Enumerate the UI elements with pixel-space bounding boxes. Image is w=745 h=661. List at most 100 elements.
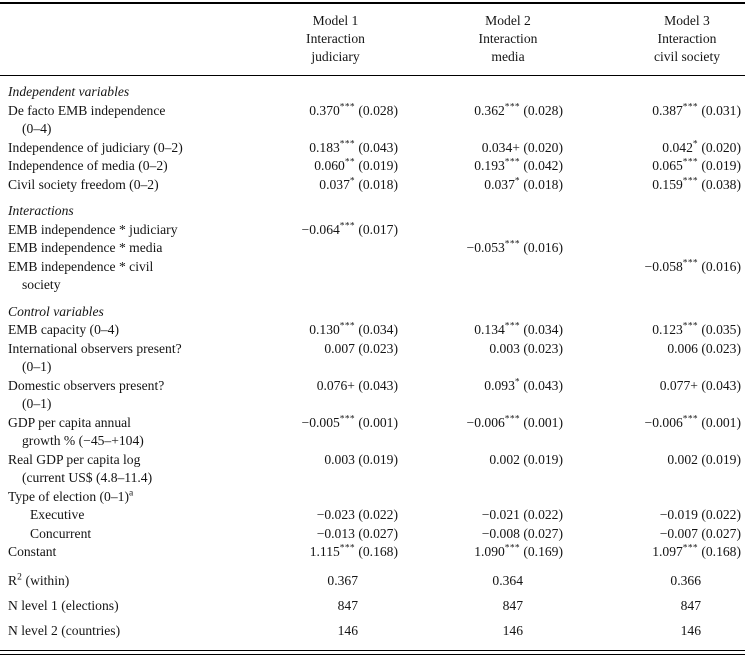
model2-line1: Model 2 [485, 13, 531, 28]
row-label: EMB independence * judiciary [8, 221, 178, 237]
coef-m2: 0.193*** (0.042) [474, 157, 563, 173]
coef-m1: 0.370*** (0.028) [309, 101, 398, 118]
table-header: Model 1 Interaction judiciary Model 2 In… [0, 4, 745, 75]
coef-m2: 0.037* (0.018) [484, 175, 563, 192]
coef-m1: −0.005*** (0.001) [301, 413, 398, 430]
row-label-cont: (0–1) [22, 396, 52, 411]
coef-m2: 0.093* (0.043) [484, 376, 563, 393]
coef-m3: −0.007 (0.027) [659, 525, 741, 541]
row-type-of-election: Type of election (0–1)a [0, 488, 745, 507]
row-label: De facto EMB independence [8, 102, 166, 118]
header-model-2: Model 2 Interaction media [413, 12, 603, 66]
row-interaction-judiciary: EMB independence * judiciary −0.064*** (… [0, 221, 745, 240]
coef-m2: 1.090*** (0.169) [474, 543, 563, 559]
row-n-level-1: N level 1 (elections) 847 847 847 [0, 593, 745, 618]
row-label: EMB capacity (0–4) [8, 322, 119, 337]
coef-m1: 0.076+ (0.043) [316, 377, 398, 393]
coef-m1: −0.064*** (0.017) [301, 220, 398, 237]
row-concurrent: Concurrent −0.013 (0.027) −0.008 (0.027)… [0, 525, 745, 544]
coef-m3: 0.042* (0.020) [662, 138, 741, 155]
stat-m3: 847 [680, 597, 701, 613]
row-executive: Executive −0.023 (0.022) −0.021 (0.022) … [0, 506, 745, 525]
row-emb-capacity: EMB capacity (0–4) 0.130*** (0.034) 0.13… [0, 321, 745, 340]
coef-m2: −0.053*** (0.016) [466, 239, 563, 255]
row-constant: Constant 1.115*** (0.168) 1.090*** (0.16… [0, 543, 745, 562]
model3-line3: civil society [653, 49, 721, 64]
row-label: N level 1 (elections) [8, 597, 119, 613]
row-gdp-growth: GDP per capita annual growth % (−45–+104… [0, 414, 745, 451]
section-label: Independent variables [8, 84, 130, 99]
row-label: Independence of media (0–2) [8, 158, 168, 173]
row-label-cont: (current US$ (4.8–11.4) [22, 470, 153, 485]
coef-m3: 0.387*** (0.031) [652, 101, 741, 118]
row-label-suffix: (within) [22, 572, 70, 588]
coef-m1: −0.013 (0.027) [316, 525, 398, 541]
coef-m3: −0.019 (0.022) [659, 507, 741, 522]
bottom-rule [0, 649, 745, 655]
header-rule [0, 75, 745, 76]
coef-m1: 0.060** (0.019) [314, 157, 398, 173]
coef-m1: −0.023 (0.022) [316, 507, 398, 522]
row-de-facto-emb-independence: De facto EMB independence (0–4) 0.370***… [0, 102, 745, 139]
section-interactions: Interactions [0, 202, 745, 221]
row-label-cont: society [22, 277, 61, 292]
row-label: Real GDP per capita log [8, 451, 141, 467]
row-interaction-media: EMB independence * media −0.053*** (0.01… [0, 239, 745, 258]
coef-m1: 0.007 (0.023) [324, 340, 398, 356]
row-domestic-observers: Domestic observers present? (0–1) 0.076+… [0, 377, 745, 414]
coef-m3: 0.159*** (0.038) [652, 175, 741, 192]
coef-m3: −0.006*** (0.001) [644, 413, 741, 430]
model2-line2: Interaction [478, 31, 538, 46]
stat-m3: 146 [680, 622, 701, 638]
row-label-cont: growth % (−45–+104) [22, 433, 144, 448]
section-control-variables: Control variables [0, 303, 745, 322]
row-label: EMB independence * media [8, 240, 163, 255]
row-label: Civil society freedom (0–2) [8, 176, 159, 192]
stat-m1: 847 [337, 597, 358, 613]
row-label: Independence of judiciary (0–2) [8, 139, 183, 155]
stat-m2: 0.364 [492, 572, 523, 588]
coef-m2: 0.002 (0.019) [489, 451, 563, 467]
row-label: GDP per capita annual [8, 414, 131, 430]
row-label-cont: (0–1) [22, 359, 52, 374]
table-body: Independent variables De facto EMB indep… [0, 76, 745, 643]
superscript-2: 2 [17, 571, 23, 582]
coef-m2: −0.006*** (0.001) [466, 413, 563, 430]
section-label: Interactions [8, 203, 74, 218]
row-label: International observers present? [8, 340, 182, 356]
model2-line3: media [491, 49, 525, 64]
row-interaction-civil-society: EMB independence * civil society −0.058*… [0, 258, 745, 295]
row-label: Type of election (0–1) [8, 488, 129, 504]
stat-m2: 146 [502, 622, 523, 638]
model1-line1: Model 1 [312, 13, 359, 28]
coef-m1: 1.115*** (0.168) [309, 543, 398, 559]
row-independence-media: Independence of media (0–2) 0.060** (0.0… [0, 157, 745, 176]
row-independence-judiciary: Independence of judiciary (0–2) 0.183***… [0, 139, 745, 158]
section-label: Control variables [8, 303, 104, 319]
coef-m3: 0.077+ (0.043) [659, 377, 741, 393]
row-real-gdp-log: Real GDP per capita log (current US$ (4.… [0, 451, 745, 488]
coef-m1: 0.130*** (0.034) [309, 321, 398, 337]
header-model-3: Model 3 Interaction civil society [603, 12, 745, 66]
row-n-level-2: N level 2 (countries) 146 146 146 [0, 618, 745, 643]
top-rule [0, 2, 745, 4]
stat-m2: 847 [502, 597, 523, 613]
coef-m3: 0.123*** (0.035) [652, 321, 741, 337]
header-model-1: Model 1 Interaction judiciary [258, 12, 413, 66]
coef-m3: 1.097*** (0.168) [652, 543, 741, 559]
row-label: R [8, 572, 18, 588]
coef-m2: 0.034+ (0.020) [481, 139, 563, 155]
row-label-cont: (0–4) [22, 121, 52, 136]
coef-m3: 0.065*** (0.019) [652, 157, 741, 173]
row-civil-society-freedom: Civil society freedom (0–2) 0.037* (0.01… [0, 176, 745, 195]
row-label: Concurrent [30, 525, 92, 541]
coef-m2: −0.008 (0.027) [481, 525, 563, 541]
coef-m2: 0.362*** (0.028) [474, 101, 563, 118]
row-label: Constant [8, 544, 57, 559]
section-independent-variables: Independent variables [0, 83, 745, 102]
model1-line2: Interaction [306, 31, 365, 46]
coef-m2: −0.021 (0.022) [481, 507, 563, 522]
stat-m1: 146 [337, 622, 358, 638]
row-label: N level 2 (countries) [8, 622, 121, 638]
